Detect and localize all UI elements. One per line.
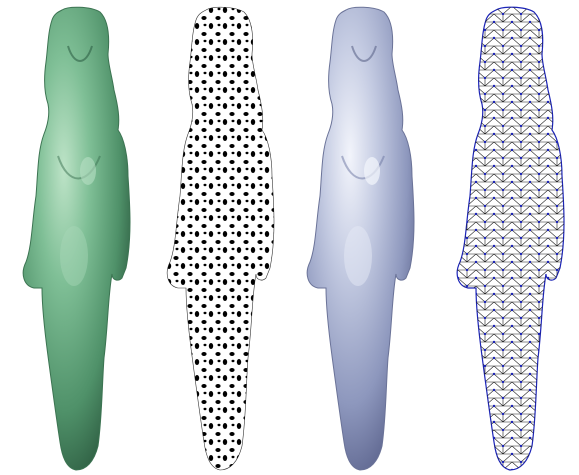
wireframe-statue (456, 6, 565, 471)
blue-shaded-statue (306, 6, 415, 471)
texture-dots-statue (166, 6, 275, 471)
green-shaded-statue (22, 6, 131, 471)
